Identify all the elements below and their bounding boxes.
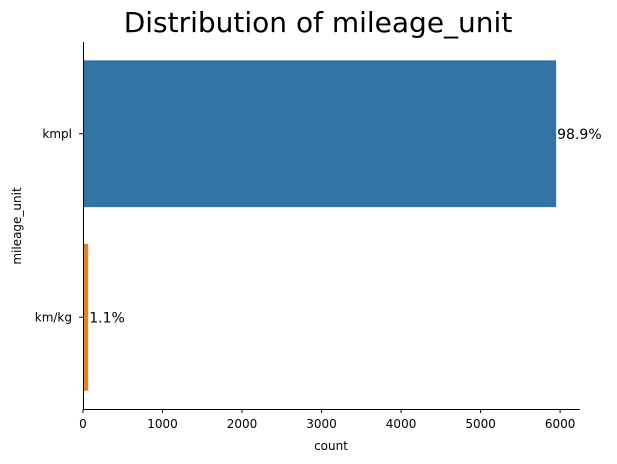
x-tick-label-6: 6000 [545, 417, 576, 431]
bars-group [83, 60, 557, 391]
x-tick-label-4: 4000 [386, 417, 417, 431]
x-tick-label-1: 1000 [147, 417, 178, 431]
bar-0 [83, 60, 557, 208]
bar-1 [83, 243, 89, 391]
data-label-1: 1.1% [89, 310, 125, 326]
x-tick-label-3: 3000 [306, 417, 337, 431]
y-tick-label-1: km/kg [35, 310, 72, 324]
y-axis-label: mileage_unit [10, 187, 24, 265]
y-tick-label-0: kmpl [42, 127, 72, 141]
x-tick-label-0: 0 [79, 417, 87, 431]
data-labels-group: 98.9% 1.1% [89, 127, 601, 327]
data-label-0: 98.9% [557, 127, 601, 143]
x-axis-ticks: 0 1000 2000 3000 4000 5000 6000 [79, 409, 575, 431]
y-axis-ticks: kmpl km/kg [35, 127, 83, 324]
chart-title: Distribution of mileage_unit [124, 6, 513, 39]
x-tick-label-2: 2000 [227, 417, 258, 431]
x-axis-label: count [314, 439, 348, 453]
x-tick-label-5: 5000 [465, 417, 496, 431]
